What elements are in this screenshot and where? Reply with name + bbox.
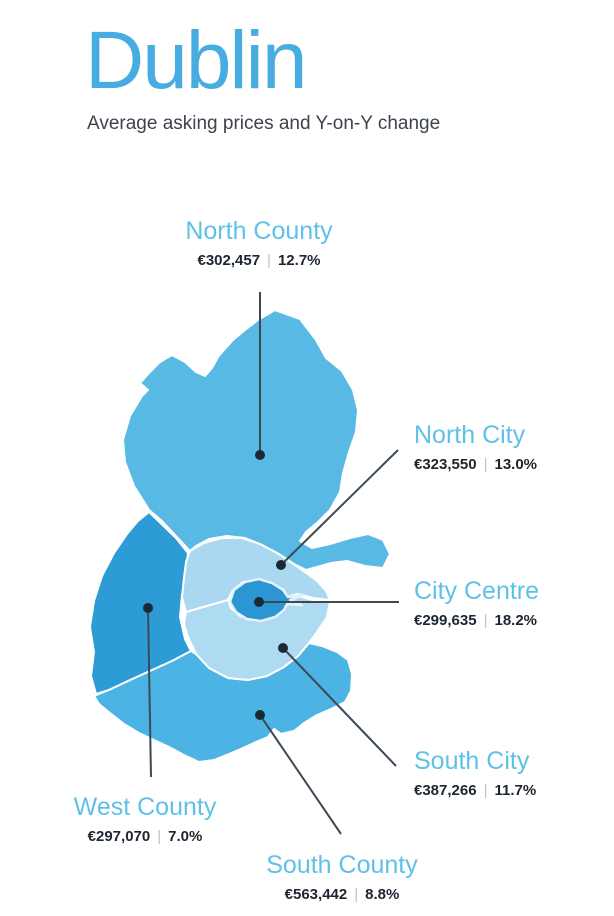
leader-line-north-city bbox=[280, 449, 399, 566]
region-name: North City bbox=[414, 421, 526, 449]
region-values: €299,635 | 18.2% bbox=[414, 612, 539, 630]
dot-north-city bbox=[276, 560, 286, 570]
region-change: 8.8% bbox=[365, 886, 400, 903]
leader-line-south-city bbox=[282, 647, 397, 767]
page-title: Dublin bbox=[85, 15, 307, 106]
leader-line-west-county bbox=[147, 607, 152, 778]
region-change: 12.7% bbox=[277, 252, 321, 269]
separator: | bbox=[354, 886, 359, 903]
region-change: 13.0% bbox=[494, 456, 538, 473]
region-name: West County bbox=[73, 793, 217, 821]
region-name: City Centre bbox=[414, 577, 540, 605]
label-south-county: South County €563,442 | 8.8% bbox=[266, 850, 418, 904]
dot-west-county bbox=[143, 603, 153, 613]
region-price: €302,457 bbox=[197, 252, 261, 269]
region-values: €302,457 | 12.7% bbox=[185, 252, 332, 270]
separator: | bbox=[157, 828, 162, 845]
dot-north-county bbox=[255, 450, 265, 460]
region-price: €387,266 bbox=[414, 782, 477, 799]
region-name: South City bbox=[414, 747, 530, 775]
region-change: 18.2% bbox=[494, 612, 538, 629]
separator: | bbox=[267, 252, 271, 269]
region-name: South County bbox=[266, 851, 418, 879]
region-change: 7.0% bbox=[168, 828, 203, 845]
page-subtitle: Average asking prices and Y-on-Y change bbox=[87, 113, 441, 134]
separator: | bbox=[483, 782, 488, 799]
label-north-city: North City €323,550 | 13.0% bbox=[414, 420, 537, 474]
region-values: €297,070 | 7.0% bbox=[74, 828, 217, 846]
separator: | bbox=[483, 612, 488, 629]
label-city-centre: City Centre €299,635 | 18.2% bbox=[414, 576, 539, 630]
label-south-city: South City €387,266 | 11.7% bbox=[414, 746, 536, 800]
header: Dublin Average asking prices and Y-on-Y … bbox=[85, 18, 565, 136]
label-west-county: West County €297,070 | 7.0% bbox=[74, 792, 217, 846]
region-price: €299,635 bbox=[414, 612, 477, 629]
separator: | bbox=[483, 456, 488, 473]
dot-south-city bbox=[278, 643, 288, 653]
region-values: €323,550 | 13.0% bbox=[414, 456, 537, 474]
region-price: €297,070 bbox=[87, 828, 151, 845]
region-values: €387,266 | 11.7% bbox=[414, 782, 536, 800]
leader-line-south-county bbox=[259, 714, 342, 835]
region-price: €563,442 bbox=[284, 886, 348, 903]
dot-city-centre bbox=[254, 597, 264, 607]
region-change: 11.7% bbox=[494, 782, 537, 799]
label-north-county: North County €302,457 | 12.7% bbox=[185, 216, 332, 270]
region-price: €323,550 bbox=[414, 456, 477, 473]
region-name: North County bbox=[185, 217, 333, 245]
dot-south-county bbox=[255, 710, 265, 720]
region-city-centre bbox=[228, 577, 305, 623]
region-values: €563,442 | 8.8% bbox=[266, 886, 418, 904]
